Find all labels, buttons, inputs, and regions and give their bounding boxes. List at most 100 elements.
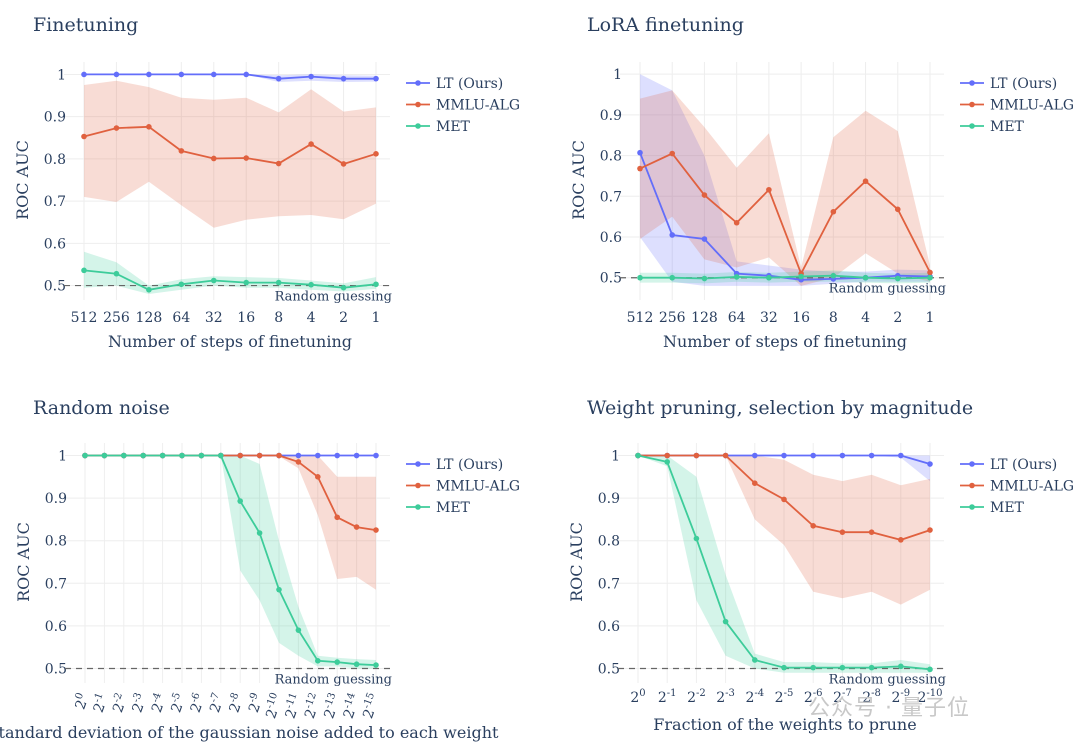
y-tick-label: 0.9: [598, 491, 620, 507]
data-point: [752, 480, 758, 487]
data-point: [898, 663, 904, 670]
data-point: [198, 452, 205, 459]
data-point: [340, 161, 347, 167]
data-point: [210, 71, 217, 78]
legend-label: MMLU-ALG: [990, 479, 1074, 495]
data-point: [898, 452, 904, 459]
data-point: [340, 284, 347, 291]
data-point: [733, 219, 740, 226]
y-tick-label: 0.5: [44, 279, 66, 295]
data-point: [927, 274, 933, 281]
data-point: [752, 452, 758, 459]
x-tick-label: 20: [630, 688, 645, 706]
data-point: [894, 275, 901, 282]
data-point: [275, 279, 282, 286]
data-point: [218, 452, 224, 459]
data-point: [810, 452, 816, 459]
y-tick-label: 0.5: [45, 661, 67, 677]
data-point: [275, 75, 282, 82]
data-point: [146, 286, 152, 293]
x-tick-label: 2-3: [716, 688, 735, 706]
legend-marker: [969, 123, 975, 129]
data-point: [373, 527, 379, 533]
data-point: [373, 662, 379, 668]
legend-label: MMLU-ALG: [990, 98, 1074, 114]
data-point: [766, 274, 772, 281]
data-point: [243, 279, 250, 286]
x-tick-label: 64: [172, 310, 190, 326]
y-tick-label: 0.5: [600, 271, 622, 287]
data-point: [927, 666, 933, 673]
data-point: [781, 496, 787, 503]
y-axis-title: ROC AUC: [14, 522, 33, 602]
legend-marker: [969, 461, 975, 467]
data-point: [146, 71, 152, 78]
x-tick-label: 8: [274, 310, 283, 326]
data-point: [243, 155, 250, 161]
data-point: [722, 452, 729, 459]
series-line-0: [84, 73, 376, 80]
confidence-band-1: [638, 455, 930, 605]
data-point: [898, 537, 904, 543]
data-point: [178, 148, 185, 154]
y-tick-label: 0.8: [598, 534, 620, 550]
data-point: [146, 124, 152, 130]
data-point: [334, 659, 341, 665]
data-point: [766, 186, 772, 193]
data-point: [315, 474, 321, 480]
legend-marker: [415, 461, 421, 467]
data-point: [664, 452, 670, 459]
confidence-band-1: [85, 455, 376, 590]
data-point: [179, 452, 185, 459]
data-point: [830, 208, 837, 215]
data-point: [862, 274, 869, 281]
legend-label: MMLU-ALG: [436, 98, 520, 114]
legend-marker: [969, 80, 975, 86]
x-tick-label: 16: [792, 310, 810, 326]
x-axis-title: Standard deviation of the gaussian noise…: [0, 723, 499, 742]
x-tick-label: 2-3: [128, 691, 151, 715]
data-point: [701, 236, 708, 242]
data-point: [637, 274, 643, 281]
data-point: [637, 149, 643, 156]
data-point: [693, 452, 700, 459]
data-point: [178, 71, 185, 78]
legend-marker: [415, 123, 421, 129]
x-tick-label: 256: [103, 310, 130, 326]
data-point: [353, 661, 360, 668]
legend-marker: [415, 504, 421, 510]
data-point: [701, 192, 708, 198]
x-tick-label: 256: [659, 310, 686, 326]
data-point: [701, 275, 708, 282]
data-point: [635, 452, 641, 459]
data-point: [276, 452, 282, 459]
data-point: [295, 627, 302, 633]
x-tick-label: 2-15: [358, 691, 383, 721]
data-point: [927, 527, 933, 533]
data-point: [868, 529, 875, 535]
y-tick-label: 0.7: [600, 189, 622, 205]
x-tick-label: 2-1: [89, 691, 112, 715]
legend-marker: [415, 482, 421, 489]
series-line-1: [83, 125, 377, 165]
y-tick-label: 0.8: [600, 149, 622, 165]
chart-title: Finetuning: [33, 14, 138, 36]
legend-marker: [969, 482, 975, 489]
x-axis-title: Number of steps of finetuning: [108, 332, 352, 351]
random-guessing-label: Random guessing: [275, 672, 392, 687]
data-point: [693, 535, 700, 542]
confidence-band-1: [640, 90, 930, 286]
x-tick-label: 2-4: [745, 688, 764, 706]
legend-label: MMLU-ALG: [436, 479, 520, 495]
x-tick-label: 8: [829, 310, 838, 326]
data-point: [733, 274, 740, 280]
series-line-2: [640, 274, 931, 280]
data-point: [373, 281, 379, 288]
data-point: [82, 452, 88, 459]
data-point: [308, 141, 314, 147]
x-tick-label: 20: [71, 691, 93, 712]
x-tick-label: 2-6: [186, 691, 209, 715]
data-point: [295, 459, 302, 465]
data-point: [373, 452, 379, 459]
